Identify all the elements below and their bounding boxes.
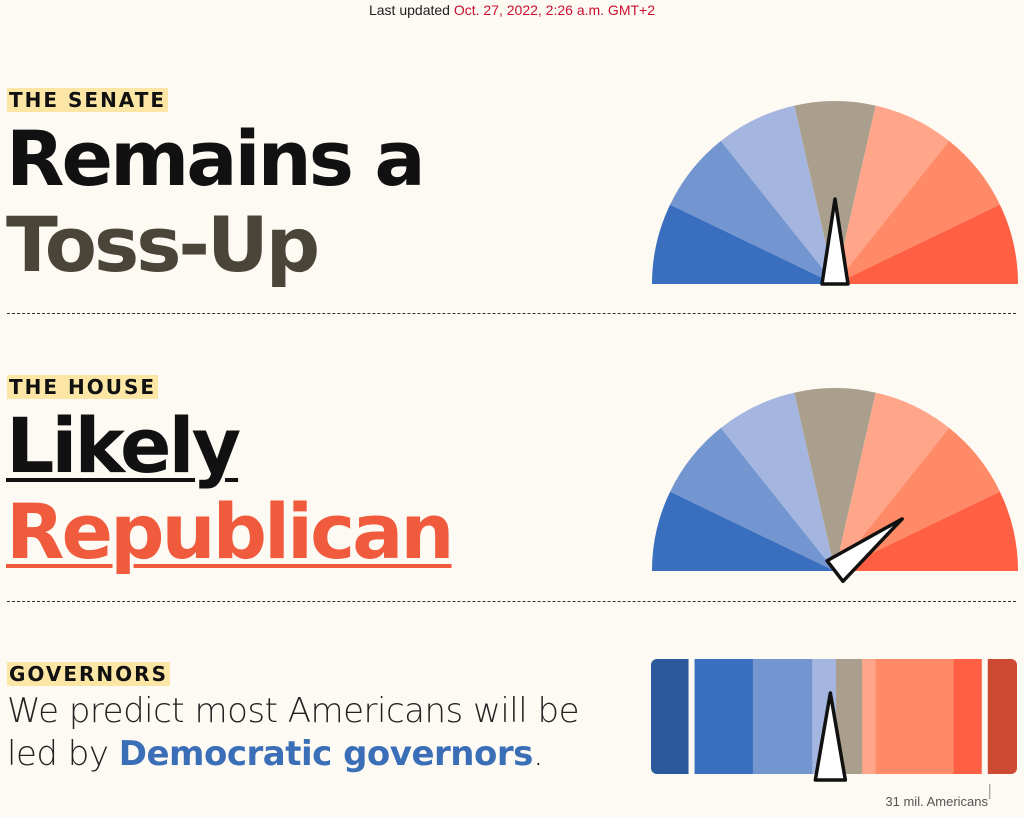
- senate-gauge-segment: [794, 101, 876, 284]
- governors-bar-segment: [984, 659, 1017, 774]
- house-gauge-segment: [794, 388, 876, 571]
- house-gauge-segment: [720, 392, 835, 571]
- last-updated-label: Last updated: [368, 2, 450, 18]
- senate-gauge-segment: [652, 204, 835, 284]
- governors-bar-segment: [862, 659, 877, 774]
- house-kicker: THE HOUSE: [7, 375, 159, 399]
- senate-gauge: [652, 101, 1018, 286]
- house-gauge-segment: [670, 427, 835, 571]
- senate-gauge-segment: [835, 140, 1000, 284]
- house-gauge: [652, 388, 1018, 584]
- last-updated-date: Oct. 27, 2022, 2:26 a.m. GMT+2: [453, 2, 655, 18]
- governors-bar-caption: 31 mil. Americans: [885, 794, 988, 809]
- house-gauge-segment: [652, 491, 835, 571]
- governors-summary-highlight: Democratic governors: [118, 734, 534, 774]
- senate-gauge-pointer: [820, 197, 850, 286]
- senate-divider: [7, 313, 1016, 314]
- governors-bar-segment: [651, 659, 693, 774]
- senate-gauge-segment: [720, 105, 835, 284]
- house-gauge-segment: [835, 392, 950, 571]
- house-headline-line2[interactable]: Republican: [6, 487, 455, 576]
- governors-bar: [651, 659, 1017, 799]
- house-headline-line1[interactable]: Likely: [6, 401, 241, 490]
- governors-bar-gap: [688, 659, 695, 774]
- house-gauge-segment: [835, 491, 1018, 571]
- last-updated: Last updated Oct. 27, 2022, 2:26 a.m. GM…: [0, 2, 1024, 18]
- senate-gauge-segment: [670, 140, 835, 284]
- governors-bar-segment: [875, 659, 955, 774]
- senate-headline-line2: Toss-Up: [6, 200, 320, 289]
- governors-summary-end: .: [532, 734, 544, 774]
- governors-kicker: GOVERNORS: [7, 662, 170, 686]
- governors-summary: We predict most Americans will be led by…: [7, 690, 607, 776]
- senate-headline: Remains a Toss-Up: [6, 114, 426, 289]
- governors-bar-bracket: [989, 784, 991, 799]
- house-headline: Likely Republican: [6, 401, 455, 576]
- house-gauge-pointer: [825, 517, 904, 584]
- governors-bar-segment: [752, 659, 813, 774]
- senate-gauge-segment: [835, 105, 950, 284]
- senate-headline-line1: Remains a: [6, 114, 426, 203]
- senate-kicker: THE SENATE: [7, 88, 169, 112]
- governors-bar-segment: [691, 659, 754, 774]
- governors-summary-text: We predict most Americans will be led by: [7, 691, 580, 774]
- governors-bar-pointer: [813, 691, 848, 782]
- house-divider: [7, 601, 1016, 602]
- governors-bar-segment: [953, 659, 986, 774]
- senate-gauge-segment: [835, 204, 1018, 284]
- governors-bar-gap: [981, 659, 988, 774]
